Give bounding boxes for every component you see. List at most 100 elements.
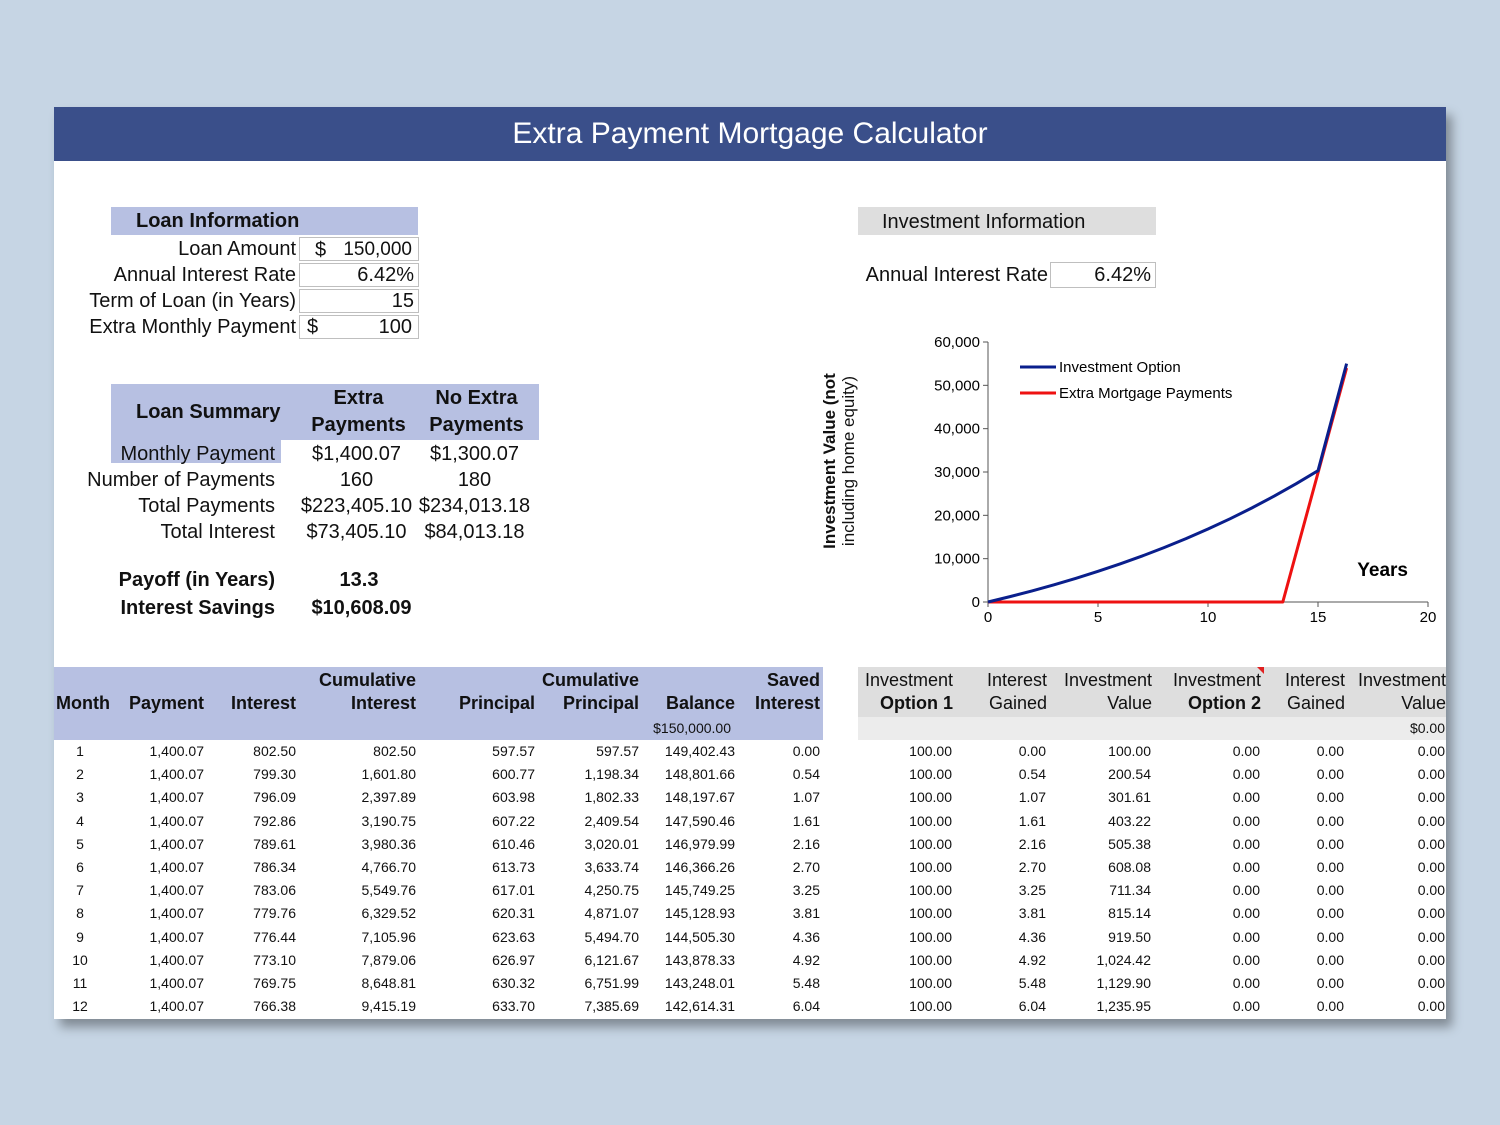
inv-cell-interest-gained2: 0.00 — [1316, 789, 1344, 806]
schedule-cell-balance: 147,590.46 — [664, 812, 735, 829]
inv-cell-investment-option2: 0.00 — [1232, 905, 1260, 922]
schedule-cell-principal: 630.32 — [492, 975, 535, 991]
inv-cell-investment-value2: 0.00 — [1417, 766, 1445, 783]
y-tick-label: 30,000 — [934, 464, 980, 481]
legend-label: Investment Option — [1059, 359, 1181, 376]
inv-cell-investment-value2: 0.00 — [1417, 835, 1445, 852]
schedule-cell-payment: 1,400.07 — [149, 859, 205, 875]
initial-investment-value: $0.00 — [1409, 720, 1445, 736]
inv-cell-interest-gained1: 0.00 — [1018, 743, 1046, 759]
interest-rate-input[interactable]: 6.42% — [299, 263, 419, 287]
schedule-cell-interest: 779.76 — [253, 905, 296, 922]
col-header-cumulative-interest-top: Cumulative — [318, 670, 416, 690]
inv-cell-investment-option2: 0.00 — [1232, 789, 1260, 806]
schedule-cell-interest: 783.06 — [253, 882, 296, 899]
col-header-payment: Payment — [128, 693, 204, 713]
payoff-value: 13.3 — [339, 569, 379, 591]
schedule-cell-month: 6 — [76, 859, 84, 875]
schedule-cell-month: 12 — [72, 998, 88, 1015]
initial-balance: $150,000.00 — [653, 720, 731, 736]
summary-monthly-label: Monthly Payment — [120, 443, 275, 465]
inv-cell-investment-option1: 100.00 — [909, 743, 952, 759]
payoff-label: Payoff (in Years) — [118, 569, 275, 591]
inv-header-investment-value1: Value — [1107, 693, 1152, 713]
loan-summary-title: Loan Summary — [136, 401, 281, 423]
no-extra-col-line2: Payments — [429, 414, 524, 436]
schedule-cell-month: 8 — [76, 905, 84, 922]
extra-payments-col-line2: Payments — [311, 414, 406, 436]
schedule-cell-principal: 600.77 — [492, 766, 535, 783]
inv-cell-investment-option2: 0.00 — [1232, 951, 1260, 968]
schedule-cell-cumulative-interest: 3,190.75 — [361, 812, 417, 829]
investment-initial-row — [858, 717, 1446, 740]
inv-header-investment-option2-top: Investment — [1172, 670, 1261, 690]
schedule-cell-interest: 792.86 — [253, 812, 296, 829]
schedule-cell-interest: 796.09 — [253, 789, 296, 806]
y-tick-label: 20,000 — [934, 507, 980, 524]
investment-rate-input[interactable]: 6.42% — [1050, 262, 1156, 288]
schedule-cell-cumulative-interest: 802.50 — [373, 743, 416, 759]
schedule-cell-payment: 1,400.07 — [149, 928, 205, 945]
inv-cell-investment-value1: 1,129.90 — [1096, 975, 1152, 991]
interest-savings-label: Interest Savings — [120, 597, 275, 619]
inv-header-investment-option1: Option 1 — [880, 693, 953, 713]
schedule-cell-principal: 613.73 — [492, 859, 535, 875]
schedule-cell-cumulative-principal: 3,633.74 — [584, 859, 640, 875]
schedule-cell-payment: 1,400.07 — [149, 951, 205, 968]
loan-info-header: Loan Information — [111, 207, 418, 235]
series-line-investment-option — [987, 363, 1349, 604]
y-tick-label: 50,000 — [934, 377, 980, 394]
inv-cell-investment-option1: 100.00 — [909, 928, 952, 945]
inv-cell-investment-value2: 0.00 — [1417, 812, 1445, 829]
loan-summary-header: Loan Summary Extra Payments No Extra Pay… — [111, 384, 539, 440]
schedule-cell-payment: 1,400.07 — [149, 743, 205, 759]
investment-rate-label: Annual Interest Rate — [865, 264, 1048, 286]
inv-cell-investment-value2: 0.00 — [1417, 789, 1445, 806]
schedule-cell-interest: 769.75 — [253, 975, 296, 991]
schedule-cell-principal: 610.46 — [492, 835, 535, 852]
schedule-cell-saved-interest: 4.92 — [792, 951, 820, 968]
y-tick-label: 40,000 — [934, 421, 980, 438]
inv-header-investment-option1-top: Investment — [864, 670, 953, 690]
schedule-cell-month: 10 — [72, 951, 88, 968]
schedule-cell-saved-interest: 2.70 — [792, 859, 820, 875]
schedule-cell-saved-interest: 0.00 — [792, 743, 820, 759]
inv-cell-interest-gained1: 2.16 — [1018, 835, 1046, 852]
summary-interest-extra: $73,405.10 — [306, 521, 407, 543]
schedule-cell-month: 5 — [76, 835, 84, 852]
y-tick-label: 10,000 — [934, 551, 980, 568]
inv-cell-investment-value2: 0.00 — [1417, 905, 1445, 922]
page-title: Extra Payment Mortgage Calculator — [54, 107, 1446, 161]
no-extra-col-line1: No Extra — [435, 387, 518, 409]
schedule-cell-cumulative-interest: 7,879.06 — [361, 951, 417, 968]
schedule-cell-cumulative-principal: 2,409.54 — [584, 812, 640, 829]
schedule-cell-cumulative-interest: 6,329.52 — [361, 905, 417, 922]
schedule-cell-payment: 1,400.07 — [149, 812, 205, 829]
inv-cell-interest-gained1: 5.48 — [1018, 975, 1046, 991]
schedule-cell-cumulative-interest: 1,601.80 — [361, 766, 417, 783]
loan-term-input[interactable]: 15 — [299, 289, 419, 313]
inv-cell-interest-gained2: 0.00 — [1316, 928, 1344, 945]
investment-header — [858, 667, 1446, 717]
inv-header-interest-gained1-top: Interest — [986, 670, 1047, 690]
schedule-cell-balance: 145,749.25 — [664, 882, 735, 899]
inv-header-investment-value2: Value — [1401, 693, 1446, 713]
schedule-cell-principal: 603.98 — [492, 789, 535, 806]
col-header-cumulative-interest: Interest — [350, 693, 416, 713]
schedule-cell-principal: 617.01 — [492, 882, 535, 899]
inv-cell-investment-value1: 711.34 — [1109, 882, 1151, 899]
extra-payment-input[interactable]: $ 100 — [299, 315, 419, 339]
schedule-cell-payment: 1,400.07 — [149, 882, 205, 899]
schedule-cell-balance: 144,505.30 — [664, 928, 735, 945]
loan-amount-input[interactable]: $ 150,000 — [299, 237, 419, 261]
summary-interest-label: Total Interest — [160, 521, 275, 543]
inv-cell-investment-value2: 0.00 — [1417, 975, 1445, 991]
inv-header-investment-value2-top: Investment — [1357, 670, 1446, 690]
inv-cell-investment-option2: 0.00 — [1232, 835, 1260, 852]
schedule-cell-saved-interest: 1.61 — [792, 812, 820, 829]
x-tick-label: 0 — [984, 609, 992, 626]
inv-cell-investment-value1: 919.50 — [1108, 928, 1151, 945]
schedule-cell-cumulative-interest: 3,980.36 — [361, 835, 417, 852]
inv-cell-investment-value1: 1,024.42 — [1096, 951, 1152, 968]
schedule-cell-payment: 1,400.07 — [149, 789, 205, 806]
